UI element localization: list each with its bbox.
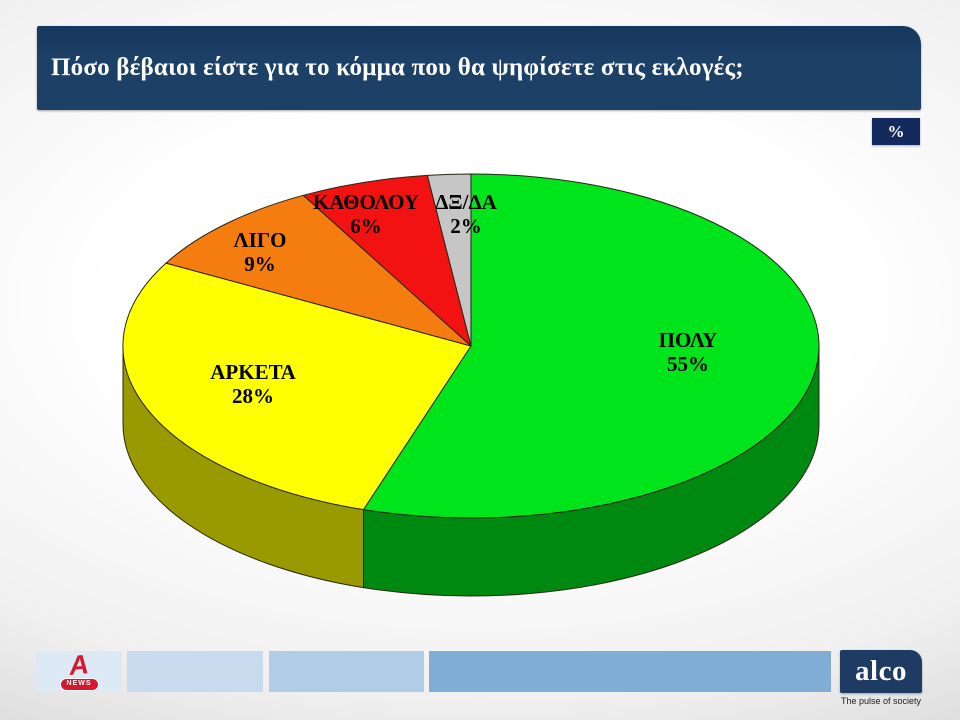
alpha-a-icon: A [67, 648, 91, 681]
pie-slice-2 [165, 194, 472, 347]
pie-slice-0 [363, 173, 820, 519]
pie-label-0-value: 55% [667, 352, 709, 376]
alpha-news-logo: A NEWS [36, 648, 122, 692]
footer-segment-2 [269, 651, 424, 692]
pie-label-3-value: 6% [350, 214, 382, 238]
pie-slice-1 [122, 262, 472, 511]
pie-label-3-name: ΚΑΘΟΛΟΥ [313, 190, 419, 214]
pie-label-2-name: ΛΙΓΟ [234, 228, 287, 252]
pie-label-4-name: ΔΞ/ΔΑ [435, 190, 497, 214]
pie-label-2-value: 9% [244, 252, 276, 276]
footer-bar: A NEWS alco The pulse of society [0, 648, 960, 710]
question-title-bar: Πόσο βέβαιοι είστε για το κόμμα που θα ψ… [37, 26, 921, 110]
pie-slice-4 [426, 173, 472, 347]
pie-label-1-value: 28% [232, 384, 274, 408]
alco-logo-text: alco [855, 655, 907, 687]
footer-segment-3 [429, 651, 831, 692]
alpha-news-badge: NEWS [59, 677, 99, 691]
pie-label-4-value: 2% [450, 214, 482, 238]
page-title: Πόσο βέβαιοι είστε για το κόμμα που θα ψ… [51, 54, 744, 81]
percent-unit-label: % [887, 121, 905, 141]
footer-segment-1 [127, 651, 263, 692]
percent-unit-badge: % [872, 118, 920, 145]
pie-label-1-name: ΑΡΚΕΤΑ [210, 360, 296, 384]
pie-label-0-name: ΠΟΛΥ [659, 328, 718, 352]
pie-slice-3 [302, 174, 472, 347]
alco-tagline: The pulse of society [840, 696, 922, 706]
alco-logo: alco [840, 650, 922, 693]
